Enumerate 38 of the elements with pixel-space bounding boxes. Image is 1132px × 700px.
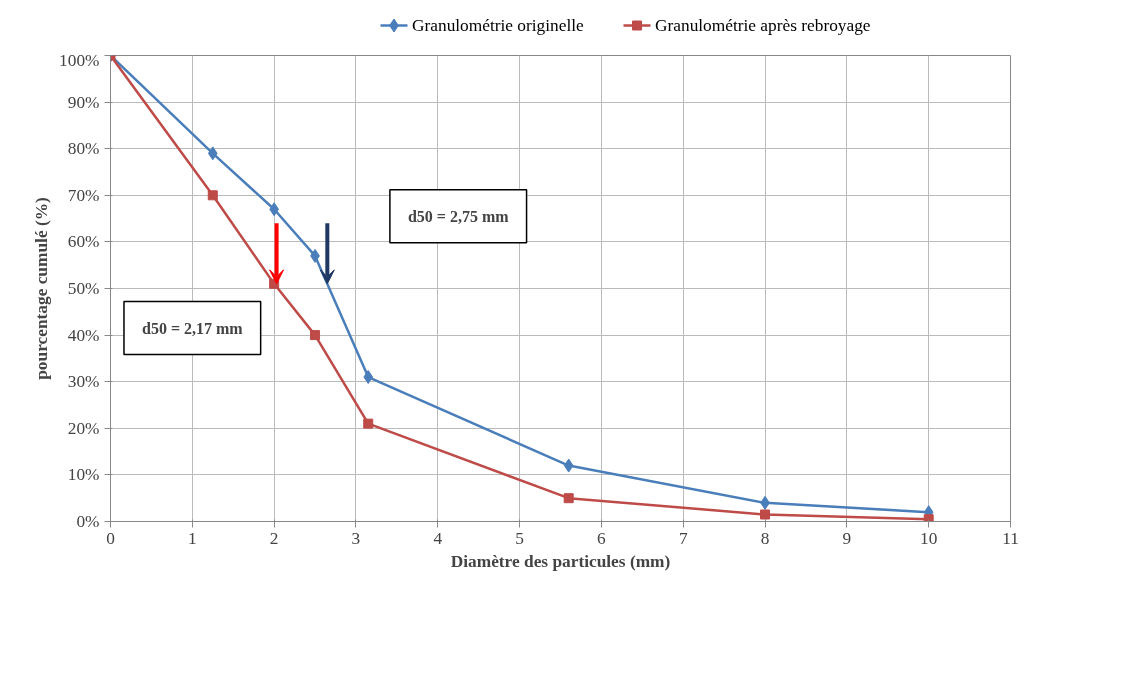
x-tick-label: 11 — [1002, 528, 1019, 548]
annotation: d50 = 2,17 mm — [141, 319, 244, 337]
x-tick-label: 3 — [351, 528, 361, 548]
x-tick-label: 0 — [106, 528, 115, 548]
point — [207, 146, 218, 161]
x-tick-label: 4 — [433, 528, 443, 548]
y-tick-label: 10% — [67, 465, 100, 485]
y-tick-label: 90% — [67, 92, 100, 112]
point — [207, 190, 218, 201]
y-tick-label: 0% — [76, 512, 100, 531]
y-tick-label: 60% — [67, 232, 100, 252]
y-tick-label: 50% — [67, 279, 100, 298]
x-tick-label: 8 — [760, 528, 770, 548]
point — [363, 418, 374, 429]
x-tick-label: 2 — [269, 528, 279, 548]
legend-label: Granulométrie originelle — [412, 16, 585, 35]
x-tick-label: 9 — [842, 528, 852, 548]
point — [923, 514, 934, 522]
y-axis-title: pourcentage cumulé (%) — [32, 196, 52, 380]
x-tick-label: 1 — [187, 528, 197, 548]
point — [563, 493, 574, 504]
point — [310, 330, 321, 341]
legend-label: Granulométrie après rebroyage — [655, 16, 871, 35]
x-tick-label: 10 — [920, 528, 938, 548]
y-tick-label: 40% — [67, 325, 100, 345]
y-tick-label: 20% — [67, 418, 100, 438]
x-axis-title: Diamètre des particules (mm) — [450, 551, 671, 571]
x-tick-label: 5 — [515, 528, 524, 548]
y-tick-label: 80% — [67, 139, 100, 159]
point — [363, 370, 374, 385]
point — [760, 509, 771, 520]
point — [563, 458, 574, 473]
y-tick-label: 70% — [67, 185, 100, 205]
annotation: d50 = 2,75 mm — [407, 207, 510, 225]
y-tick-label: 30% — [67, 372, 100, 392]
x-tick-label: 6 — [597, 528, 607, 548]
x-tick-label: 7 — [678, 528, 688, 548]
y-tick-label: 100% — [59, 50, 100, 70]
